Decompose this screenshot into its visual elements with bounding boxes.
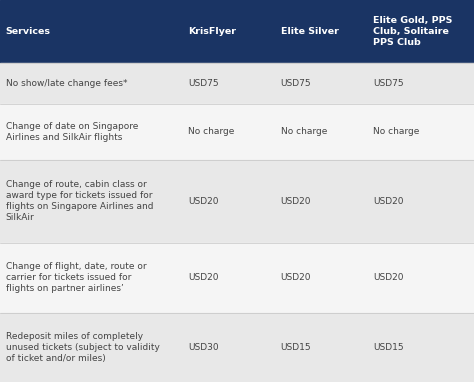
Text: USD20: USD20: [281, 273, 311, 282]
Bar: [0, 63, 474, 104]
Text: USD20: USD20: [188, 197, 219, 206]
Text: No charge: No charge: [188, 127, 235, 136]
Text: USD75: USD75: [188, 79, 219, 88]
Text: USD75: USD75: [373, 79, 404, 88]
Text: No charge: No charge: [373, 127, 419, 136]
Text: Change of date on Singapore
Airlines and SilkAir flights: Change of date on Singapore Airlines and…: [6, 122, 138, 142]
Text: Change of flight, date, route or
carrier for tickets issued for
flights on partn: Change of flight, date, route or carrier…: [6, 262, 146, 293]
Text: KrisFlyer: KrisFlyer: [188, 27, 236, 36]
Text: No show/late change fees*: No show/late change fees*: [6, 79, 127, 88]
Text: USD20: USD20: [188, 273, 219, 282]
Text: USD20: USD20: [281, 197, 311, 206]
Text: Change of route, cabin class or
award type for tickets issued for
flights on Sin: Change of route, cabin class or award ty…: [6, 180, 153, 222]
Bar: [0, 0, 474, 63]
Text: Services: Services: [6, 27, 51, 36]
Text: Redeposit miles of completely
unused tickets (subject to validity
of ticket and/: Redeposit miles of completely unused tic…: [6, 332, 160, 363]
Text: Elite Silver: Elite Silver: [281, 27, 338, 36]
Text: USD75: USD75: [281, 79, 311, 88]
Text: USD15: USD15: [373, 343, 404, 352]
Text: USD20: USD20: [373, 197, 403, 206]
Bar: [0, 104, 474, 160]
Text: USD15: USD15: [281, 343, 311, 352]
Bar: [0, 312, 474, 382]
Text: USD20: USD20: [373, 273, 403, 282]
Text: No charge: No charge: [281, 127, 327, 136]
Bar: [0, 243, 474, 312]
Text: Elite Gold, PPS
Club, Solitaire
PPS Club: Elite Gold, PPS Club, Solitaire PPS Club: [373, 16, 452, 47]
Text: USD30: USD30: [188, 343, 219, 352]
Bar: [0, 160, 474, 243]
